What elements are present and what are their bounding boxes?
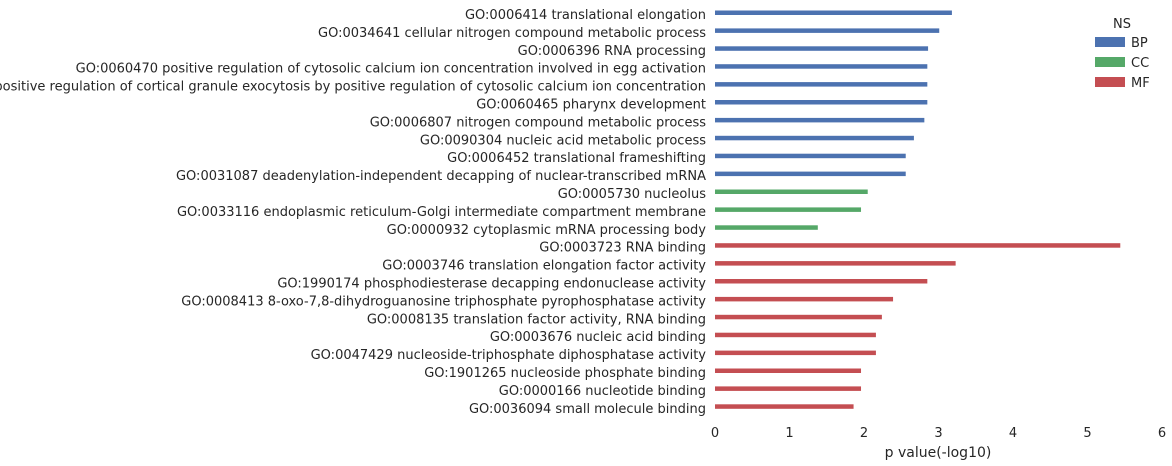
x-tick-label: 5 xyxy=(1083,426,1091,441)
legend-label-cc: CC xyxy=(1131,56,1149,71)
category-label: GO:0005730 nucleolus xyxy=(558,187,707,202)
category-label: GO:0003746 translation elongation factor… xyxy=(382,259,706,274)
bar-bp xyxy=(715,100,928,105)
bar-bp xyxy=(715,171,906,177)
category-label: GO:0000166 nucleotide binding xyxy=(499,384,706,399)
bar-bp xyxy=(715,10,952,15)
bars-layer xyxy=(715,10,1121,409)
category-label: GO:1990174 phosphodiesterase decapping e… xyxy=(277,277,706,292)
bar-bp xyxy=(715,82,928,87)
x-tick-label: 1 xyxy=(785,426,793,441)
category-label: GO:0060472 positive regulation of cortic… xyxy=(0,80,706,95)
bar-cc xyxy=(715,189,868,194)
bar-bp xyxy=(715,117,925,123)
legend-label-bp: BP xyxy=(1131,36,1148,51)
bar-bp xyxy=(715,64,928,69)
category-label: GO:0033116 endoplasmic reticulum-Golgi i… xyxy=(177,205,706,220)
x-axis-title: p value(-log10) xyxy=(885,445,992,461)
legend-title: NS xyxy=(1113,17,1131,32)
category-label: GO:0060465 pharynx development xyxy=(476,98,706,113)
legend-swatch-bp xyxy=(1095,37,1125,47)
bar-mf xyxy=(715,368,862,373)
legend: NS BP CC MF xyxy=(1095,17,1150,91)
bar-mf xyxy=(715,314,882,320)
legend-label-mf: MF xyxy=(1131,76,1150,91)
category-label: GO:0006807 nitrogen compound metabolic p… xyxy=(370,115,707,130)
bar-mf xyxy=(715,243,1121,248)
category-label: GO:0090304 nucleic acid metabolic proces… xyxy=(420,133,706,148)
x-tick-label: 6 xyxy=(1158,426,1166,441)
x-tick-label: 3 xyxy=(934,426,942,441)
bar-mf xyxy=(715,261,956,266)
x-tick-label: 4 xyxy=(1009,426,1017,441)
category-label: GO:0036094 small molecule binding xyxy=(469,402,706,417)
legend-items: BP CC MF xyxy=(1095,36,1150,91)
bar-mf xyxy=(715,386,862,391)
bar-mf xyxy=(715,296,894,302)
category-label: GO:0047429 nucleoside-triphosphate dipho… xyxy=(311,348,707,363)
x-tick-label: 0 xyxy=(711,426,719,441)
category-label: GO:0034641 cellular nitrogen compound me… xyxy=(318,26,706,41)
category-label: GO:0008135 translation factor activity, … xyxy=(367,312,706,327)
bar-mf xyxy=(715,404,854,409)
category-label: GO:0006396 RNA processing xyxy=(518,44,706,59)
category-label: GO:0003723 RNA binding xyxy=(539,241,706,256)
category-label: GO:0000932 cytoplasmic mRNA processing b… xyxy=(387,223,707,238)
bar-bp xyxy=(715,46,929,51)
bar-mf xyxy=(715,350,876,356)
category-label: GO:0060470 positive regulation of cytoso… xyxy=(76,62,706,77)
bar-cc xyxy=(715,207,862,212)
legend-swatch-mf xyxy=(1095,77,1125,87)
x-tick-label: 2 xyxy=(860,426,868,441)
bar-bp xyxy=(715,135,914,141)
bar-mf xyxy=(715,332,876,338)
bar-bp xyxy=(715,28,940,33)
x-axis-ticks: 0 1 2 3 4 5 6 xyxy=(711,426,1166,441)
category-label: GO:0006452 translational frameshifting xyxy=(447,151,706,166)
category-labels: GO:0006414 translational elongation GO:00… xyxy=(0,8,706,417)
category-label: GO:0006414 translational elongation xyxy=(465,8,706,23)
legend-swatch-cc xyxy=(1095,57,1125,67)
category-label: GO:0031087 deadenylation-independent dec… xyxy=(176,169,706,184)
bar-mf xyxy=(715,279,928,284)
category-label: GO:0008413 8-oxo-7,8-dihydroguanosine tr… xyxy=(181,294,706,309)
category-label: GO:0003676 nucleic acid binding xyxy=(490,330,706,345)
category-label: GO:1901265 nucleoside phosphate binding xyxy=(424,366,706,381)
bar-bp xyxy=(715,153,906,159)
bar-cc xyxy=(715,225,818,230)
